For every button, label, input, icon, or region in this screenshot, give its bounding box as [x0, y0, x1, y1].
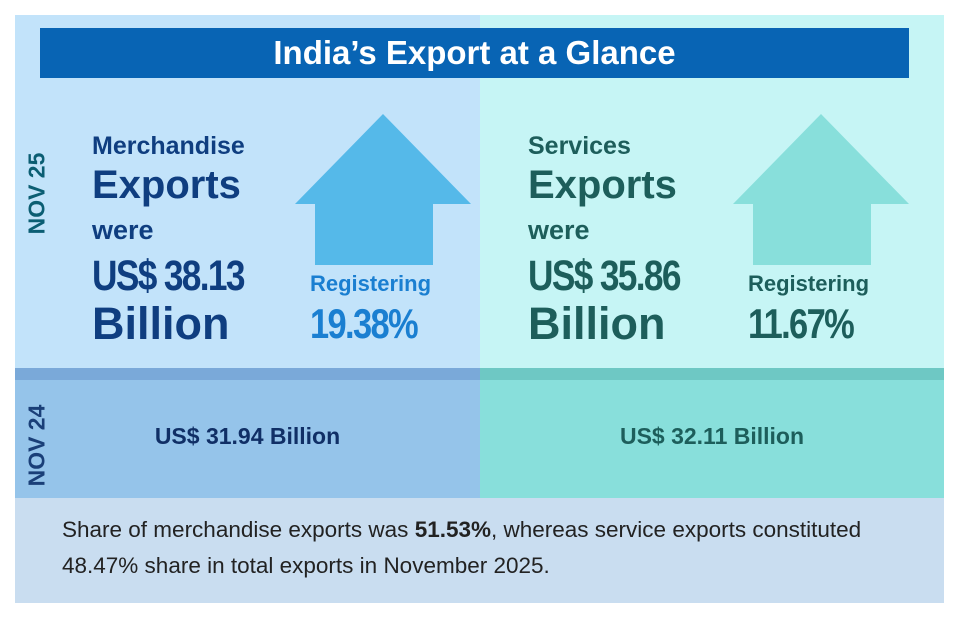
up-arrow-icon: [295, 114, 471, 265]
divider-strip-right: [480, 368, 944, 380]
up-arrow-icon: [733, 114, 909, 265]
merchandise-amount: US$ 38.13: [92, 252, 246, 300]
services-were-label: were: [528, 215, 590, 245]
services-exports-label: Exports: [528, 163, 677, 207]
merchandise-were-label: were: [92, 215, 154, 245]
services-previous-panel: [480, 380, 944, 498]
merchandise-previous-panel: [15, 380, 480, 498]
services-unit: Billion: [528, 298, 666, 349]
merchandise-growth: 19.38%: [310, 300, 419, 347]
services-registering-label: Registering: [748, 271, 870, 296]
footer-highlight: 51.53%: [414, 517, 491, 542]
divider-strip-left: [15, 368, 480, 380]
footer-text-part1: Share of merchandise exports was: [62, 517, 415, 542]
services-amount: US$ 35.86: [528, 252, 682, 300]
period-label-current: NOV 25: [23, 152, 50, 235]
merchandise-registering-label: Registering: [310, 271, 432, 296]
services-previous-value: US$ 32.11 Billion: [619, 423, 805, 449]
footer-panel: [15, 498, 944, 603]
merchandise-arrow-shape: [295, 114, 471, 265]
footer-text-part2: , whereas service exports constituted 48…: [62, 517, 862, 578]
services-arrow-shape: [733, 114, 909, 265]
merchandise-exports-label: Exports: [92, 163, 241, 207]
services-growth: 11.67%: [748, 300, 855, 347]
merchandise-heading: Merchandise: [92, 132, 245, 160]
merchandise-previous-value: US$ 31.94 Billion: [154, 423, 341, 449]
merchandise-unit: Billion: [92, 298, 230, 349]
services-heading: Services: [528, 132, 631, 160]
page-title: India’s Export at a Glance: [40, 28, 909, 78]
footer-text: Share of merchandise exports was 51.53%,…: [62, 512, 922, 584]
